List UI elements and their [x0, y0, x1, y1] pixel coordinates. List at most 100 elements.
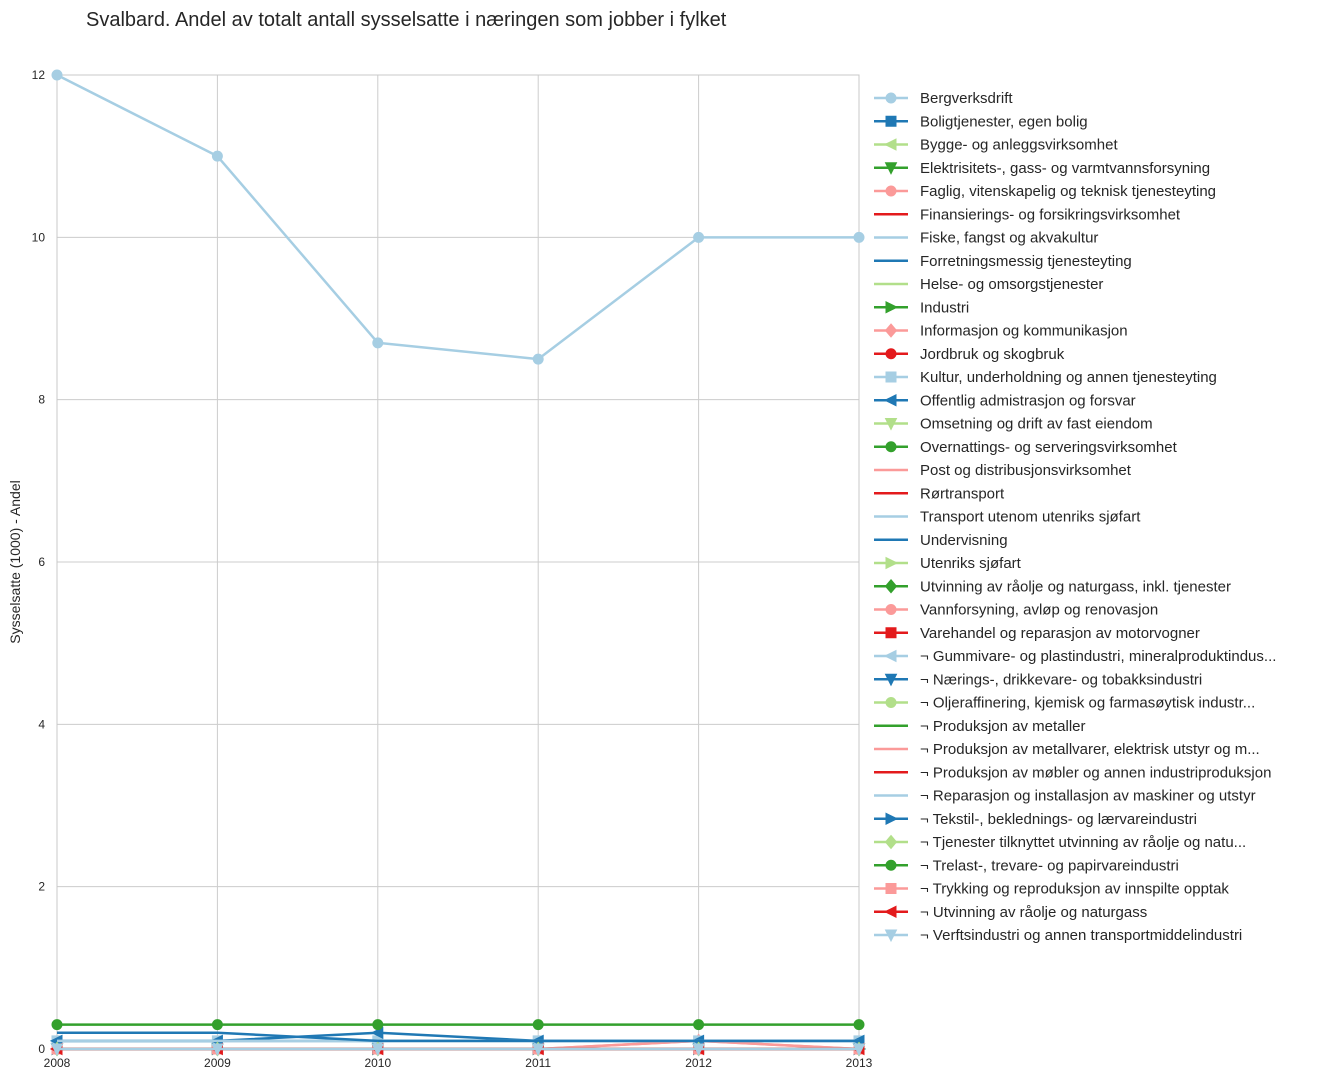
series-line	[56, 73, 859, 361]
y-tick-label: 8	[38, 393, 45, 407]
legend-label: ¬ Produksjon av møbler og annen industri…	[920, 764, 1271, 781]
legend-label: ¬ Trelast-, trevare- og papirvareindustr…	[920, 857, 1179, 874]
x-tick-label: 2008	[44, 1056, 71, 1070]
legend-marker	[885, 883, 897, 894]
legend-marker	[885, 441, 897, 453]
legend-marker	[884, 162, 898, 175]
legend-marker	[885, 627, 897, 639]
legend-label: ¬ Trykking og reproduksjon av innspilte …	[920, 881, 1229, 898]
legend-item: Forretningsmessig tjenesteyting	[874, 253, 1132, 270]
legend-item: ¬ Oljeraffinering, kjemisk og farmasøyti…	[874, 695, 1255, 712]
x-tick-label: 2011	[525, 1056, 551, 1070]
legend-item: Rørtransport	[874, 485, 1005, 502]
legend-item: ¬ Utvinning av råolje og naturgass	[874, 904, 1147, 921]
legend-label: Faglig, vitenskapelig og teknisk tjenest…	[920, 183, 1216, 200]
legend-label: Utenriks sjøfart	[920, 555, 1022, 572]
legend-marker	[885, 115, 897, 127]
legend-marker	[885, 556, 899, 570]
data-point	[372, 1019, 384, 1031]
data-point	[532, 353, 544, 365]
legend-item: Kultur, underholdning og annen tjenestey…	[874, 369, 1217, 386]
legend-label: Rørtransport	[920, 485, 1005, 502]
legend-item: Bygge- og anleggsvirksomhet	[874, 137, 1118, 154]
legend-label: Finansierings- og forsikringsvirksomhet	[920, 206, 1181, 223]
legend: Bergverksdrift Boligtjenester, egen bolig…	[874, 90, 1276, 944]
y-tick-label: 2	[38, 880, 45, 894]
legend-item: Helse- og omsorgstjenester	[874, 276, 1103, 293]
legend-marker	[885, 92, 897, 104]
series-line	[57, 1031, 859, 1043]
legend-item: ¬ Nærings-, drikkevare- og tobakksindust…	[874, 671, 1202, 688]
data-point	[532, 1019, 544, 1031]
legend-marker	[884, 673, 898, 687]
data-point	[371, 1043, 385, 1057]
legend-label: Overnattings- og serveringsvirksomhet	[920, 439, 1178, 456]
legend-label: Industri	[920, 299, 969, 316]
grid-lines	[56, 74, 860, 1050]
legend-item: Offentlig admistrasjon og forsvar	[874, 392, 1136, 409]
legend-label: ¬ Verftsindustri og annen transportmidde…	[920, 927, 1242, 944]
legend-label: ¬ Reparasjon og installasjon av maskiner…	[920, 788, 1256, 805]
data-point	[372, 337, 384, 349]
legend-marker	[883, 393, 897, 407]
legend-label: ¬ Oljeraffinering, kjemisk og farmasøyti…	[920, 695, 1255, 712]
legend-item: ¬ Tjenester tilknyttet utvinning av råol…	[874, 834, 1246, 851]
legend-marker	[885, 604, 897, 615]
data-point	[693, 1019, 705, 1031]
legend-label: Informasjon og kommunikasjon	[920, 323, 1128, 340]
legend-item: ¬ Produksjon av metallvarer, elektrisk u…	[874, 741, 1260, 758]
data-point	[211, 1019, 223, 1031]
data-point	[211, 1043, 224, 1057]
legend-label: ¬ Produksjon av metallvarer, elektrisk u…	[920, 741, 1260, 758]
legend-label: ¬ Tjenester tilknyttet utvinning av råol…	[920, 834, 1246, 851]
legend-marker	[885, 348, 897, 360]
legend-marker	[884, 929, 898, 943]
y-tick-label: 4	[38, 717, 45, 731]
x-tick-label: 2012	[685, 1056, 712, 1070]
x-axis-ticks: 2008 2009 2010 2011 2012 2013	[44, 1056, 873, 1070]
legend-label: Omsetning og drift av fast eiendom	[920, 416, 1153, 433]
legend-marker	[885, 812, 899, 826]
legend-label: Offentlig admistrasjon og forsvar	[920, 392, 1136, 409]
data-point	[853, 231, 865, 243]
y-tick-label: 6	[38, 555, 45, 569]
legend-item: Post og distribusjonsvirksomhet	[874, 462, 1132, 479]
legend-item: ¬ Produksjon av metaller	[874, 718, 1086, 735]
legend-item: Omsetning og drift av fast eiendom	[874, 416, 1153, 433]
data-point	[531, 1043, 545, 1057]
legend-marker	[883, 649, 897, 663]
series-36	[50, 1043, 866, 1057]
legend-item: Bergverksdrift	[874, 90, 1013, 107]
legend-item: Jordbruk og skogbruk	[874, 346, 1065, 363]
y-tick-label: 10	[32, 230, 46, 244]
legend-marker	[885, 697, 897, 708]
data-point	[50, 1043, 64, 1057]
legend-item: Utenriks sjøfart	[874, 555, 1022, 572]
series-4	[51, 1035, 865, 1055]
legend-item: ¬ Trelast-, trevare- og papirvareindustr…	[874, 857, 1179, 874]
legend-marker	[884, 418, 898, 431]
y-tick-label: 12	[32, 68, 46, 82]
x-tick-label: 2009	[204, 1056, 231, 1070]
legend-marker	[885, 300, 899, 314]
data-point	[51, 1019, 63, 1031]
legend-label: Boligtjenester, egen bolig	[920, 113, 1088, 130]
legend-label: Vannforsyning, avløp og renovasjon	[920, 602, 1158, 619]
legend-item: Vannforsyning, avløp og renovasjon	[874, 602, 1158, 619]
legend-label: ¬ Tekstil-, beklednings- og lærvareindus…	[920, 811, 1197, 828]
legend-item: Varehandel og reparasjon av motorvogner	[874, 625, 1200, 642]
legend-item: ¬ Tekstil-, beklednings- og lærvareindus…	[874, 811, 1197, 828]
legend-label: Fiske, fangst og akvakultur	[920, 230, 1098, 247]
legend-item: Finansierings- og forsikringsvirksomhet	[874, 206, 1181, 223]
legend-label: Helse- og omsorgstjenester	[920, 276, 1103, 293]
legend-marker	[885, 371, 897, 383]
legend-item: ¬ Verftsindustri og annen transportmidde…	[874, 927, 1242, 944]
legend-item: Fiske, fangst og akvakultur	[874, 230, 1098, 247]
legend-marker	[885, 859, 897, 871]
legend-label: Varehandel og reparasjon av motorvogner	[920, 625, 1200, 642]
series-19	[57, 1031, 859, 1043]
y-axis-label: Sysselsatte (1000) - Andel	[7, 480, 23, 643]
legend-item: Boligtjenester, egen bolig	[874, 113, 1088, 130]
legend-label: Elektrisitets-, gass- og varmtvannsforsy…	[920, 160, 1210, 177]
